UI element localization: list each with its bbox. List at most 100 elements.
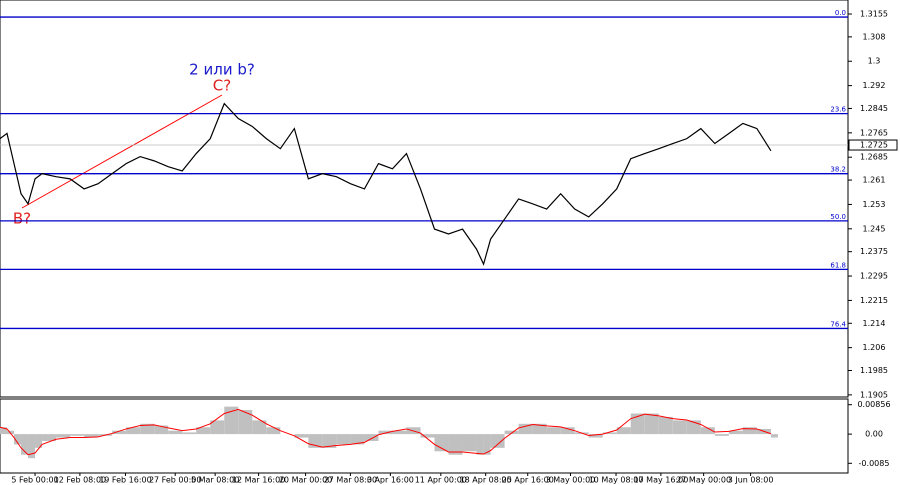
annotation: B? bbox=[13, 210, 31, 228]
x-tick-label: 27 Mar 08:00 bbox=[324, 476, 377, 485]
x-tick-label: 27 May 00:00 bbox=[676, 476, 731, 485]
x-tick-label: 25 Apr 16:00 bbox=[502, 476, 554, 485]
x-tick-label: 12 Feb 08:00 bbox=[54, 476, 106, 485]
x-tick-label: 5 Mar 08:00 bbox=[191, 476, 239, 485]
osc-bar bbox=[546, 427, 561, 435]
y-tick-label: 1.2845 bbox=[860, 104, 888, 113]
last-price-box bbox=[848, 139, 898, 151]
osc-bar bbox=[28, 434, 36, 459]
y-tick-label: 1.214 bbox=[863, 319, 886, 328]
osc-bar bbox=[238, 410, 253, 435]
x-tick-label: 20 Mar 00:00 bbox=[279, 476, 332, 485]
osc-y-tick-label: 0.00 bbox=[865, 430, 883, 439]
osc-bar bbox=[322, 434, 337, 448]
osc-bar bbox=[112, 430, 127, 435]
osc-y-tick-label: -0.0085 bbox=[859, 459, 890, 468]
x-tick-label: 3 Jun 08:00 bbox=[728, 476, 774, 485]
osc-bar bbox=[168, 430, 183, 435]
fib-label: 50.0 bbox=[830, 213, 846, 221]
y-tick-label: 1.2295 bbox=[860, 272, 888, 281]
osc-bar bbox=[434, 434, 449, 452]
osc-bar bbox=[476, 434, 484, 455]
osc-bar bbox=[462, 434, 477, 452]
osc-y-tick-label: 0.00856 bbox=[857, 400, 890, 409]
osc-bar bbox=[728, 430, 743, 435]
y-tick-label: 1.1905 bbox=[860, 390, 888, 399]
osc-bar bbox=[350, 434, 365, 445]
osc-bar bbox=[210, 420, 225, 435]
osc-bar bbox=[602, 432, 617, 435]
osc-bar bbox=[196, 427, 211, 435]
fib-label: 23.6 bbox=[830, 106, 846, 114]
osc-bar bbox=[658, 416, 673, 435]
x-tick-label: 27 Feb 00:00 bbox=[149, 476, 201, 485]
x-tick-label: 19 Feb 16:00 bbox=[99, 476, 151, 485]
osc-bar bbox=[560, 427, 575, 435]
osc-bar bbox=[154, 425, 169, 435]
osc-bar bbox=[140, 423, 155, 435]
osc-bar bbox=[42, 434, 57, 441]
osc-bar bbox=[364, 434, 379, 441]
osc-bar bbox=[35, 434, 43, 448]
price-line bbox=[0, 102, 772, 266]
last-price-label: 1.2725 bbox=[860, 141, 888, 150]
osc-bar bbox=[266, 427, 281, 435]
x-tick-label: 3 May 00:00 bbox=[546, 476, 596, 485]
osc-bar bbox=[714, 434, 729, 436]
y-tick-label: 1.245 bbox=[863, 224, 886, 233]
osc-bar bbox=[294, 434, 309, 438]
osc-bar bbox=[14, 434, 22, 445]
y-tick-label: 1.2685 bbox=[860, 153, 888, 162]
x-tick-label: 18 Apr 08:00 bbox=[460, 476, 512, 485]
y-tick-label: 1.3 bbox=[868, 57, 881, 66]
fib-label: 38.2 bbox=[830, 166, 846, 174]
x-tick-label: 12 Mar 16:00 bbox=[232, 476, 285, 485]
osc-bar bbox=[126, 427, 141, 435]
osc-bar bbox=[420, 434, 435, 438]
osc-bar bbox=[672, 420, 687, 435]
y-tick-label: 1.206 bbox=[863, 343, 886, 352]
osc-bar bbox=[504, 430, 519, 435]
y-tick-label: 1.2765 bbox=[860, 128, 888, 137]
osc-bar bbox=[378, 430, 393, 435]
x-tick-label: 10 May 08:00 bbox=[589, 476, 644, 485]
y-tick-label: 1.253 bbox=[863, 200, 886, 209]
osc-bar bbox=[630, 413, 645, 435]
osc-signal bbox=[0, 408, 772, 456]
osc-bar bbox=[532, 423, 547, 435]
x-tick-label: 17 May 16:00 bbox=[633, 476, 688, 485]
osc-bar bbox=[84, 434, 99, 438]
x-tick-label: 11 Apr 00:00 bbox=[415, 476, 467, 485]
fib-label: 61.8 bbox=[830, 261, 846, 269]
osc-bar bbox=[518, 423, 533, 435]
osc-bar bbox=[770, 434, 778, 438]
osc-bar bbox=[70, 434, 85, 436]
fib-label: 76.4 bbox=[830, 320, 846, 328]
osc-bar bbox=[448, 434, 463, 455]
fib-label: 0.0 bbox=[835, 9, 846, 17]
osc-bar bbox=[644, 413, 659, 435]
osc-bar bbox=[392, 430, 407, 435]
y-tick-label: 1.3155 bbox=[860, 10, 888, 19]
osc-bar bbox=[336, 434, 351, 445]
osc-bar bbox=[182, 432, 197, 435]
osc-bar bbox=[700, 427, 715, 435]
osc-bar bbox=[252, 420, 267, 435]
osc-bar bbox=[490, 434, 505, 448]
y-tick-label: 1.261 bbox=[863, 176, 886, 185]
osc-bar bbox=[7, 430, 15, 435]
y-tick-label: 1.1985 bbox=[860, 366, 888, 375]
osc-bar bbox=[21, 434, 29, 455]
osc-bar bbox=[483, 434, 491, 455]
x-tick-label: 3 Apr 16:00 bbox=[367, 476, 414, 485]
osc-bar bbox=[56, 434, 71, 438]
osc-bar bbox=[742, 427, 757, 435]
osc-bar bbox=[0, 427, 8, 435]
osc-bar bbox=[224, 406, 239, 435]
y-tick-label: 1.2215 bbox=[860, 296, 888, 305]
osc-bar bbox=[588, 434, 603, 438]
osc-bar bbox=[616, 427, 631, 435]
y-tick-label: 1.308 bbox=[863, 32, 886, 41]
y-tick-label: 1.2375 bbox=[860, 247, 888, 256]
